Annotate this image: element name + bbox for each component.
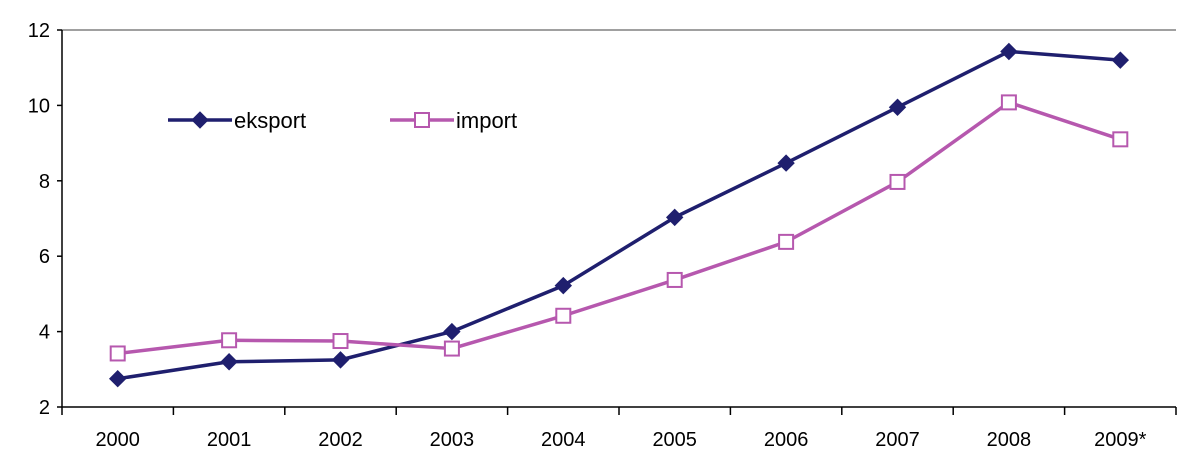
legend-marker-import xyxy=(414,112,430,128)
series-import xyxy=(109,94,1129,362)
data-point-eksport-2007 xyxy=(888,98,907,116)
x-tick-label-2008: 2008 xyxy=(987,429,1032,451)
series-line-import xyxy=(117,100,1121,356)
data-point-eksport-2008 xyxy=(1000,42,1018,61)
data-point-import-2005 xyxy=(666,271,683,288)
x-tick-label-2002: 2002 xyxy=(318,429,363,451)
data-point-import-2001 xyxy=(221,332,238,349)
x-axis-ticks: 2000 2001 2002 2003 2004 2005 2006 2007 2008 2009… xyxy=(61,407,1177,451)
data-point-eksport-2005 xyxy=(665,208,684,227)
legend-label-eksport: eksport xyxy=(234,108,306,133)
data-point-import-2006 xyxy=(778,233,795,250)
data-point-import-2000 xyxy=(109,345,126,362)
data-point-eksport-2001 xyxy=(220,353,238,371)
data-point-eksport-2000 xyxy=(108,370,127,388)
data-point-import-2008 xyxy=(1000,94,1017,111)
x-tick-label-2005: 2005 xyxy=(652,429,697,451)
x-tick-label-2009: 2009* xyxy=(1094,429,1146,451)
series-layer xyxy=(108,42,1130,388)
y-tick-label-8: 8 xyxy=(39,171,50,193)
data-point-eksport-2003 xyxy=(443,322,461,341)
x-tick-label-2007: 2007 xyxy=(875,429,920,451)
legend-item-import: import xyxy=(390,108,517,133)
data-point-import-2004 xyxy=(555,307,572,324)
x-tick-label-2001: 2001 xyxy=(207,429,252,451)
data-point-eksport-2009 xyxy=(1111,51,1130,69)
data-point-eksport-2006 xyxy=(777,154,795,172)
data-point-eksport-2002 xyxy=(331,351,350,369)
data-point-eksport-2004 xyxy=(554,276,573,295)
legend-marker-eksport xyxy=(191,111,209,129)
series-eksport xyxy=(108,42,1130,388)
data-point-import-2002 xyxy=(332,333,349,350)
x-tick-label-2004: 2004 xyxy=(541,429,586,451)
y-axis-ticks: 2 4 6 8 10 12 xyxy=(28,20,62,419)
y-tick-label-4: 4 xyxy=(39,322,50,344)
y-tick-label-10: 10 xyxy=(28,95,50,117)
x-tick-label-2006: 2006 xyxy=(764,429,809,451)
data-point-import-2009 xyxy=(1112,131,1129,148)
y-tick-label-6: 6 xyxy=(39,246,50,268)
y-tick-label-12: 12 xyxy=(28,20,50,42)
series-line-eksport xyxy=(117,49,1121,381)
x-tick-label-2003: 2003 xyxy=(430,429,475,451)
y-tick-label-2: 2 xyxy=(39,397,50,419)
data-point-import-2003 xyxy=(443,340,460,357)
legend: eksport import xyxy=(168,108,517,133)
data-point-import-2007 xyxy=(889,173,906,190)
legend-item-eksport: eksport xyxy=(168,108,306,133)
x-tick-label-2000: 2000 xyxy=(95,429,140,451)
legend-label-import: import xyxy=(456,108,517,133)
